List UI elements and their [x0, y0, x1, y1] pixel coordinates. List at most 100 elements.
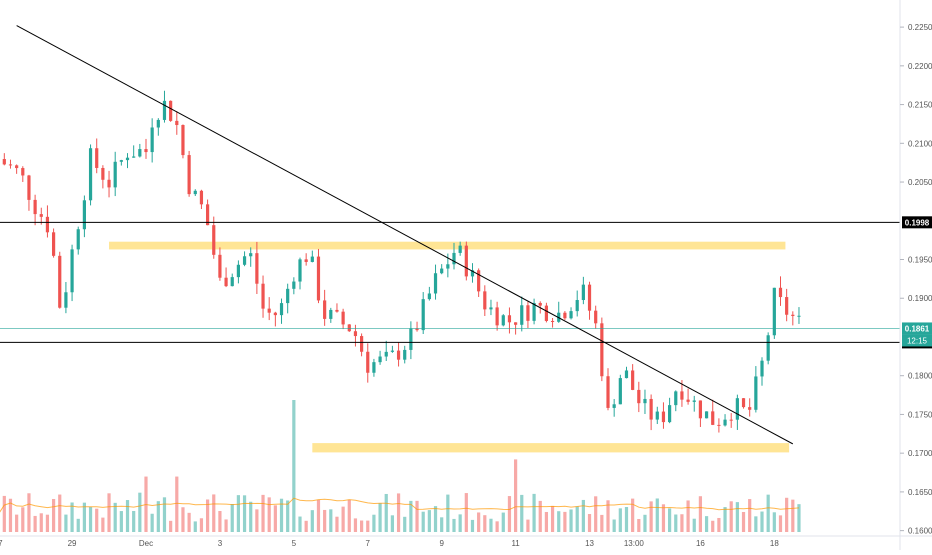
candle-body — [415, 328, 419, 331]
candle-body — [181, 125, 185, 156]
candle-body — [156, 119, 160, 128]
volume-bar — [279, 498, 284, 532]
volume-bar — [101, 517, 105, 532]
volume-bar — [396, 493, 401, 532]
volume-bar — [440, 517, 444, 532]
price-tick-label: 0.1700 — [908, 449, 932, 458]
volume-bar — [514, 459, 518, 532]
candle-body — [144, 149, 148, 153]
volume-bar — [58, 494, 62, 532]
volume-bar — [403, 516, 407, 532]
volume-bar — [341, 506, 345, 532]
volume-bar — [169, 520, 173, 532]
time-tick-label: 27 — [0, 539, 3, 548]
candle-body — [341, 311, 345, 325]
resistance-price-label-bg — [902, 216, 932, 229]
volume-bar — [655, 498, 659, 532]
volume-bar — [119, 511, 123, 532]
candle-body — [754, 376, 758, 410]
candle-body — [686, 399, 690, 402]
volume-bar — [156, 501, 160, 532]
volume-bar — [39, 513, 43, 532]
volume-bar — [637, 519, 641, 532]
candle-body — [458, 245, 462, 253]
zones-layer — [109, 241, 790, 453]
volume-bar — [692, 518, 696, 532]
volume-bar — [132, 510, 136, 532]
candle-body — [674, 391, 678, 406]
candle-body — [704, 411, 709, 419]
candle-body — [218, 254, 222, 278]
time-axis[interactable]: 27 29 Dec 3 5 7 9 11 13 13:00 16 18 — [0, 535, 932, 548]
candle-body — [618, 378, 622, 405]
volume-bar — [797, 504, 801, 532]
volume-bar — [569, 509, 573, 532]
time-tick-label: 13 — [585, 539, 594, 548]
candle-body — [563, 312, 567, 319]
candle-body — [88, 148, 93, 201]
volume-bar — [236, 495, 240, 532]
candle-body — [575, 300, 579, 312]
candle-body — [8, 164, 13, 166]
candle-body — [298, 259, 302, 282]
candle-body — [51, 232, 56, 256]
candle-body — [70, 249, 74, 293]
volume-bar — [643, 514, 647, 532]
candles-layer — [2, 90, 801, 433]
volume-bar — [452, 518, 456, 532]
candle-body — [175, 120, 179, 126]
volume-bar — [70, 502, 74, 532]
candle-body — [384, 351, 388, 357]
candle-body — [698, 400, 703, 419]
candle-body — [489, 307, 493, 310]
volume-bar — [366, 520, 370, 532]
volume-bar — [107, 493, 111, 532]
candle-body — [396, 350, 401, 360]
volume-bar — [520, 494, 524, 532]
candle-body — [236, 264, 240, 278]
volume-bar — [150, 513, 154, 532]
candle-body — [82, 200, 86, 230]
volume-bar — [748, 499, 752, 532]
time-tick-label: 29 — [68, 539, 77, 548]
candle-body — [255, 253, 259, 284]
candle-body — [366, 351, 370, 373]
volume-bar — [785, 497, 789, 532]
price-tick-label: 0.2100 — [908, 139, 932, 148]
candle-body — [748, 407, 752, 410]
candle-body — [360, 336, 364, 352]
candle-body — [507, 315, 512, 323]
volume-bar — [378, 503, 382, 532]
volume-bar — [384, 493, 388, 532]
volume-bar — [791, 499, 795, 532]
price-axis[interactable]: 0.2250 0.2200 0.2150 0.2100 0.2050 0.1950 0.19… — [899, 0, 932, 550]
candle-body — [631, 370, 635, 390]
volume-bar — [507, 496, 512, 532]
candle-body — [452, 252, 456, 265]
volume-bar — [95, 508, 99, 532]
candle-body — [261, 283, 265, 309]
candle-body — [760, 360, 764, 377]
volume-bar — [224, 519, 228, 532]
candle-body — [661, 411, 666, 423]
candle-body — [520, 305, 524, 325]
candle-body — [514, 322, 518, 325]
candle-body — [409, 328, 413, 350]
candle-body — [45, 216, 50, 233]
candle-body — [433, 273, 438, 294]
volume-bar — [704, 516, 709, 532]
countdown-label-bg — [902, 334, 932, 347]
volume-bar — [310, 510, 314, 532]
volume-bar — [495, 521, 499, 532]
volume-bar — [631, 498, 635, 532]
candle-body — [624, 370, 629, 379]
candle-body — [587, 284, 592, 311]
descending-trendline — [16, 25, 794, 445]
candle-body — [335, 309, 339, 312]
volume-bar — [175, 476, 179, 532]
volume-bar — [754, 516, 758, 532]
candle-body — [242, 256, 247, 265]
